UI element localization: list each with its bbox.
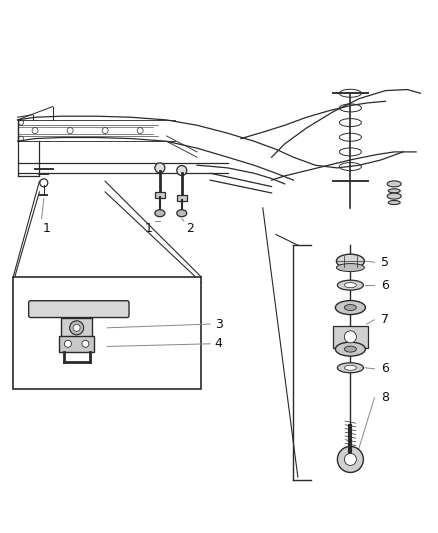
Ellipse shape: [388, 200, 400, 205]
Text: 1: 1: [145, 222, 152, 235]
Text: 5: 5: [381, 256, 389, 269]
Text: 7: 7: [381, 313, 389, 326]
Ellipse shape: [387, 193, 401, 199]
Text: 1: 1: [42, 222, 50, 235]
Circle shape: [64, 340, 71, 348]
Bar: [155, 192, 165, 198]
Ellipse shape: [177, 209, 187, 217]
Bar: [61, 318, 92, 337]
Ellipse shape: [344, 282, 357, 288]
Bar: [333, 326, 368, 348]
Ellipse shape: [336, 342, 365, 356]
Ellipse shape: [344, 365, 357, 370]
Text: 3: 3: [215, 318, 223, 330]
Circle shape: [70, 321, 84, 335]
Circle shape: [82, 340, 89, 348]
Ellipse shape: [344, 304, 357, 311]
Ellipse shape: [336, 254, 364, 268]
Bar: [59, 336, 94, 352]
Text: 6: 6: [381, 279, 389, 292]
Ellipse shape: [344, 346, 357, 352]
Circle shape: [337, 447, 364, 472]
Text: 4: 4: [215, 337, 223, 350]
Circle shape: [344, 454, 357, 465]
Ellipse shape: [155, 209, 165, 217]
Circle shape: [344, 331, 357, 343]
Ellipse shape: [336, 263, 364, 272]
Circle shape: [177, 166, 187, 175]
Ellipse shape: [337, 280, 364, 290]
Ellipse shape: [336, 301, 365, 314]
Text: 6: 6: [381, 362, 389, 375]
Ellipse shape: [387, 181, 401, 187]
FancyBboxPatch shape: [28, 301, 129, 318]
Bar: [13, 277, 201, 389]
Text: 2: 2: [186, 222, 194, 235]
Text: 8: 8: [381, 391, 389, 404]
Ellipse shape: [388, 189, 400, 193]
Circle shape: [155, 163, 165, 173]
Bar: [177, 195, 187, 200]
Circle shape: [73, 324, 80, 332]
Ellipse shape: [337, 363, 364, 373]
